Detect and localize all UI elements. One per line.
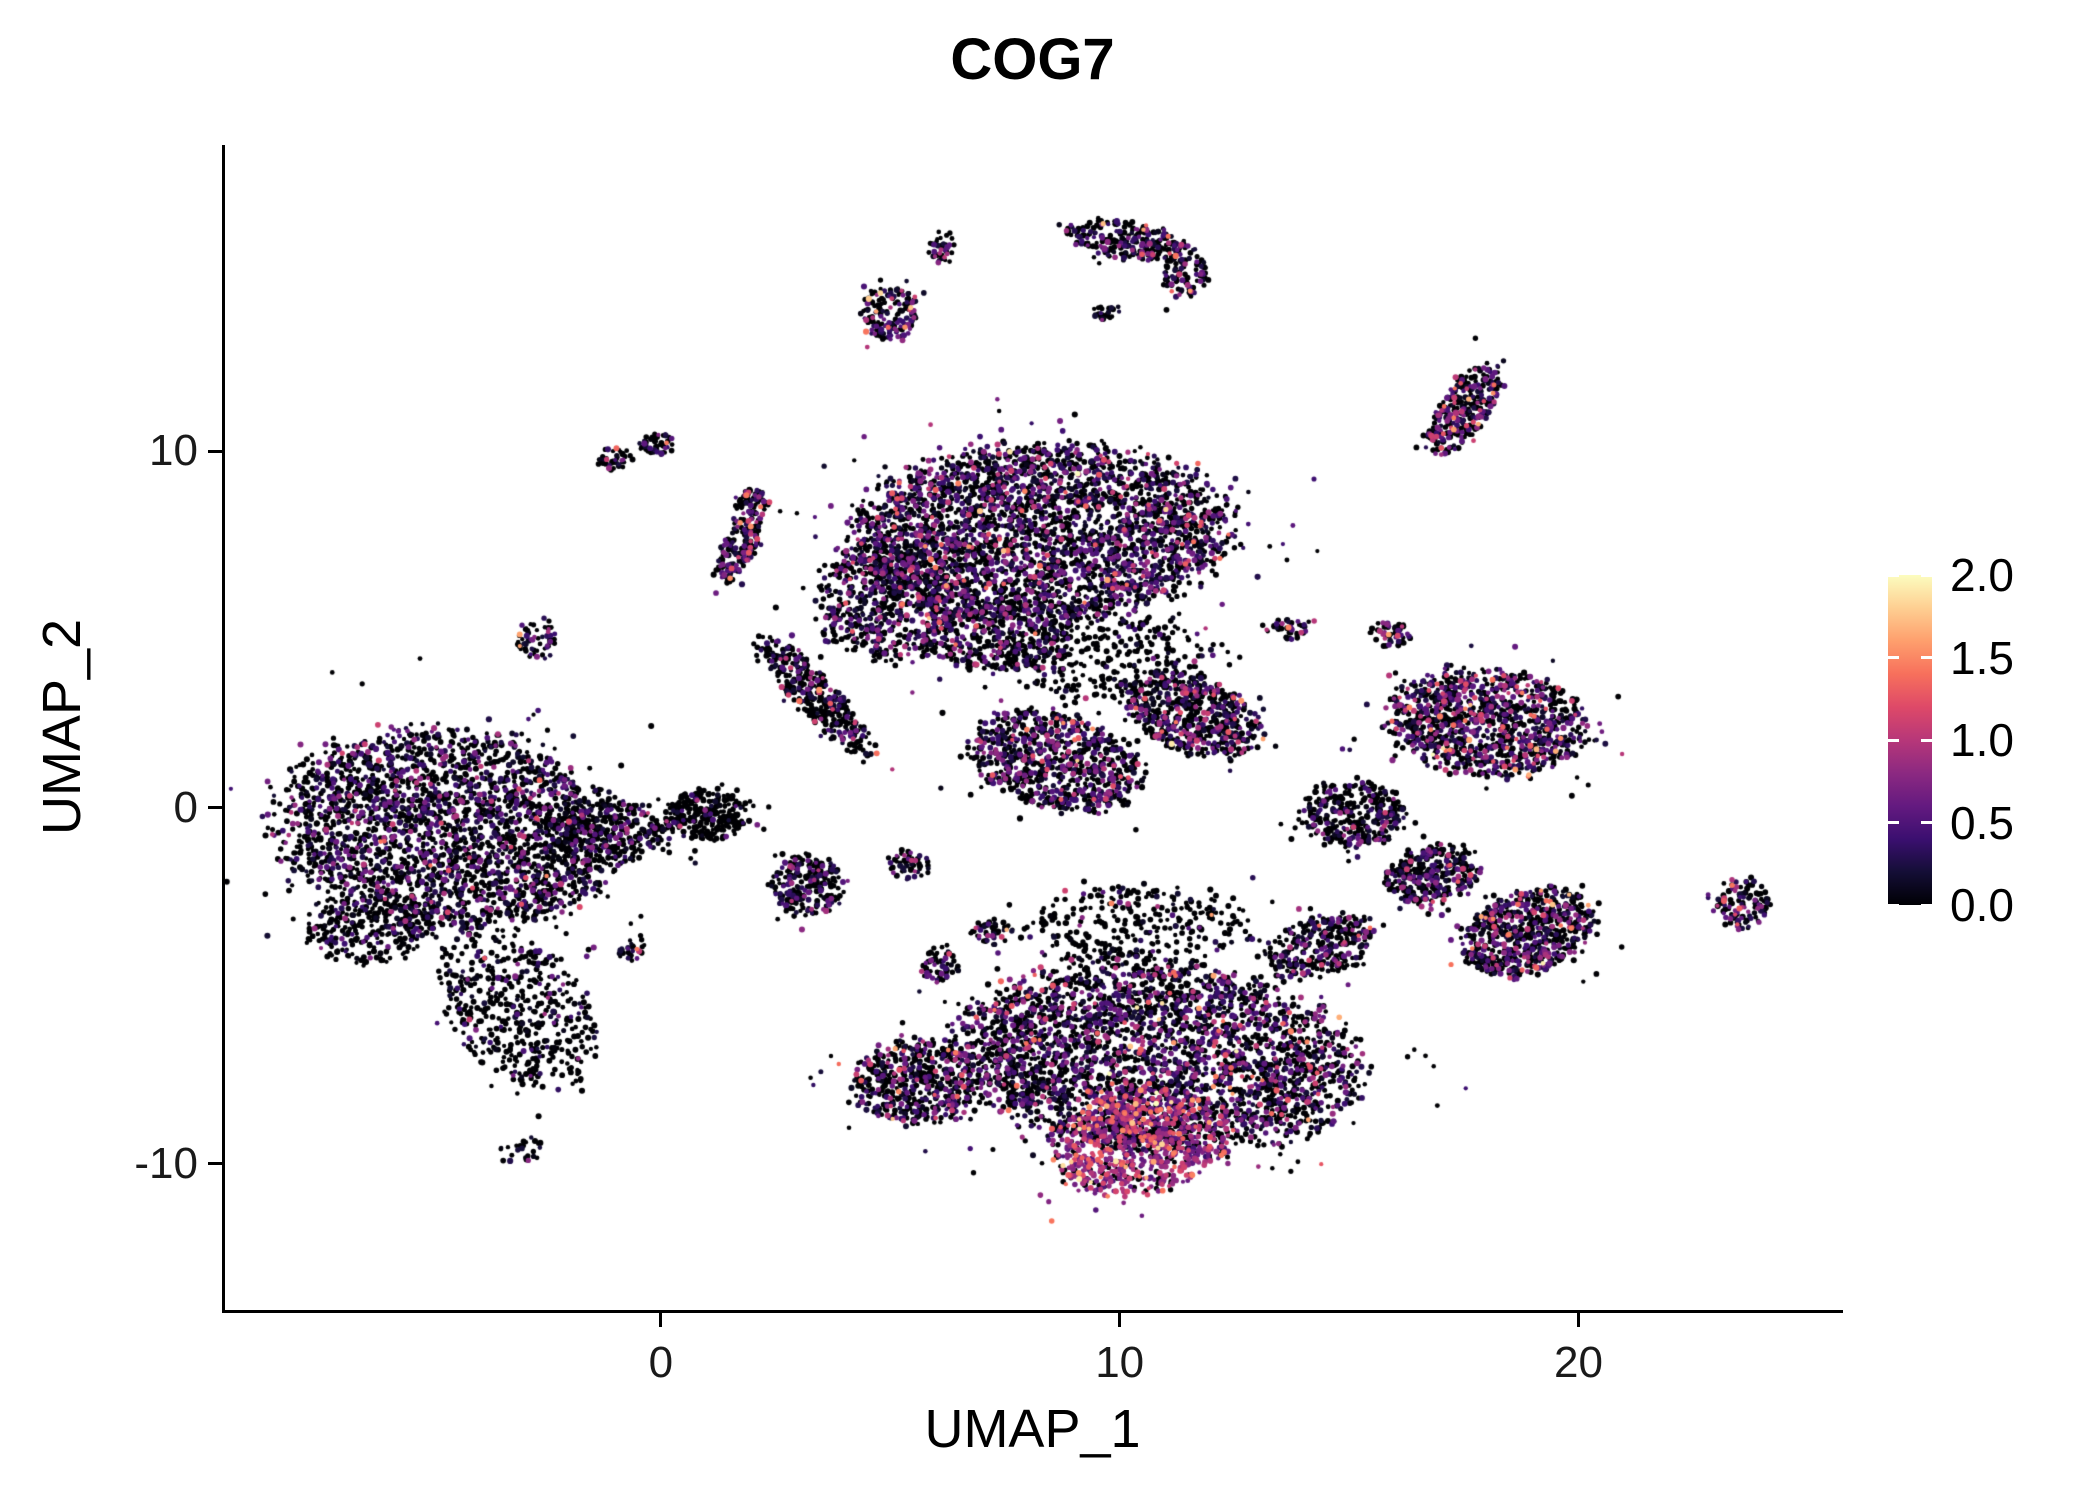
colorbar-tick-left-0.5 — [1888, 821, 1899, 824]
colorbar-tick-right-1.0 — [1921, 738, 1932, 742]
colorbar-label-0.0: 0.0 — [1950, 879, 2014, 931]
x-tick-label-0: 0 — [648, 1338, 674, 1387]
y-tick-mark-0 — [208, 806, 222, 810]
colorbar-tick-right-0.5 — [1921, 821, 1932, 824]
y-tick-label-0: 0 — [173, 782, 198, 832]
y-tick-mark-10 — [208, 449, 222, 453]
plot-title: COG7 — [950, 27, 1115, 92]
colorbar-tick-right-0.0 — [1921, 903, 1932, 907]
y-tick-mark--10 — [208, 1162, 222, 1166]
colorbar-tick-left-2.0 — [1888, 573, 1899, 577]
y-tick-label--10: -10 — [134, 1138, 198, 1188]
colorbar-tick-right-1.5 — [1921, 656, 1932, 659]
y-tick-label-10: 10 — [149, 426, 198, 476]
x-tick-label-10: 10 — [1095, 1338, 1145, 1387]
plot-area — [225, 145, 1840, 1310]
colorbar-label-1.5: 1.5 — [1950, 631, 2014, 684]
colorbar-tick-left-0.0 — [1888, 903, 1899, 907]
colorbar-label-1.0: 1.0 — [1950, 714, 2014, 766]
x-tick-label-20: 20 — [1553, 1338, 1603, 1387]
x-axis-line — [222, 1310, 1843, 1313]
x-tick-mark-10 — [1118, 1313, 1122, 1327]
colorbar-label-0.5: 0.5 — [1950, 796, 2014, 849]
colorbar-label-2.0: 2.0 — [1950, 549, 2014, 601]
colorbar-tick-right-2.0 — [1921, 573, 1932, 577]
colorbar-tick-left-1.0 — [1888, 738, 1899, 742]
umap-scatter-canvas — [225, 145, 1840, 1310]
x-tick-mark-20 — [1576, 1313, 1580, 1327]
colorbar-tick-left-1.5 — [1888, 656, 1899, 659]
x-tick-mark-0 — [659, 1313, 663, 1327]
x-axis-title: UMAP_1 — [924, 1399, 1141, 1459]
y-axis-line — [222, 145, 225, 1313]
